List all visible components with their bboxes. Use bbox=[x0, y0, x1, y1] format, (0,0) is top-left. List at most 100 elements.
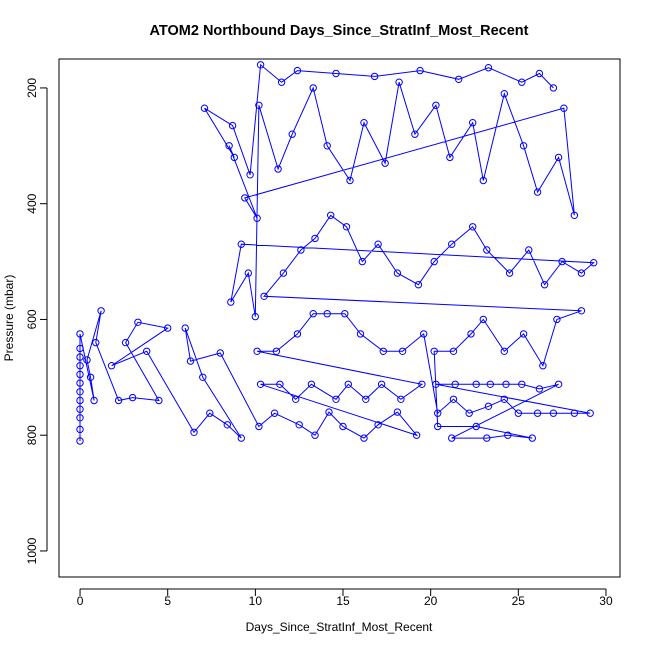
data-point bbox=[256, 61, 265, 69]
data-point bbox=[533, 188, 542, 196]
series-lines bbox=[79, 63, 595, 441]
data-point bbox=[237, 240, 246, 248]
data-point bbox=[76, 437, 84, 445]
data-point bbox=[528, 434, 536, 442]
data-point bbox=[227, 298, 235, 306]
data-point bbox=[83, 356, 91, 364]
data-point bbox=[276, 380, 284, 388]
y-tick-label: 200 bbox=[25, 78, 39, 98]
data-point bbox=[560, 104, 568, 112]
data-point bbox=[288, 130, 296, 138]
data-point bbox=[500, 347, 508, 355]
data-point bbox=[295, 421, 303, 429]
data-point bbox=[323, 142, 331, 150]
data-point bbox=[434, 409, 442, 417]
data-point bbox=[472, 422, 480, 431]
x-tick-label: 15 bbox=[336, 594, 350, 608]
data-point bbox=[420, 330, 428, 338]
data-point bbox=[484, 64, 493, 72]
data-point bbox=[411, 130, 419, 138]
data-point bbox=[467, 330, 475, 338]
data-point bbox=[414, 281, 423, 289]
data-point bbox=[455, 75, 463, 84]
series-line bbox=[79, 63, 595, 441]
data-point bbox=[393, 269, 402, 277]
data-point bbox=[128, 393, 137, 402]
data-point bbox=[518, 380, 526, 388]
data-point bbox=[76, 405, 84, 413]
data-point bbox=[76, 379, 84, 387]
data-point bbox=[216, 349, 225, 357]
data-point bbox=[228, 121, 237, 130]
data-point bbox=[514, 409, 522, 417]
data-point bbox=[309, 84, 317, 92]
data-point bbox=[76, 388, 84, 396]
data-point bbox=[186, 357, 195, 365]
x-tick-label: 20 bbox=[424, 594, 438, 608]
data-point bbox=[483, 246, 491, 254]
data-point bbox=[500, 90, 508, 98]
x-tick-label: 5 bbox=[164, 594, 171, 608]
data-point bbox=[525, 246, 533, 254]
data-point bbox=[97, 307, 105, 315]
data-point bbox=[418, 380, 426, 388]
data-point bbox=[398, 347, 407, 355]
data-point bbox=[293, 66, 302, 75]
data-point bbox=[92, 338, 100, 347]
data-point bbox=[86, 373, 95, 381]
data-point bbox=[430, 257, 438, 266]
data-point bbox=[449, 395, 458, 403]
plot-frame bbox=[58, 58, 621, 578]
data-point bbox=[255, 422, 263, 431]
data-point bbox=[397, 395, 405, 403]
data-point bbox=[237, 434, 246, 442]
data-point bbox=[381, 159, 389, 167]
data-point bbox=[558, 257, 566, 266]
data-point bbox=[360, 119, 368, 127]
data-point bbox=[76, 362, 84, 370]
data-point bbox=[434, 422, 442, 431]
data-point bbox=[344, 380, 352, 388]
data-point bbox=[251, 312, 260, 321]
x-axis-label: Days_Since_StratInf_Most_Recent bbox=[246, 620, 433, 634]
data-point bbox=[332, 395, 340, 403]
data-point bbox=[76, 330, 84, 338]
data-point bbox=[76, 370, 84, 379]
data-point bbox=[430, 347, 438, 355]
data-point bbox=[500, 395, 508, 403]
data-point bbox=[518, 78, 526, 86]
x-tick-label: 0 bbox=[77, 594, 84, 608]
data-point bbox=[479, 176, 487, 185]
data-point bbox=[472, 380, 480, 388]
data-point bbox=[451, 380, 459, 388]
data-point bbox=[448, 434, 456, 442]
data-point bbox=[570, 409, 579, 417]
data-point bbox=[432, 101, 440, 110]
data-point bbox=[200, 104, 209, 112]
data-point bbox=[342, 223, 351, 231]
data-point bbox=[230, 153, 239, 162]
data-point bbox=[374, 421, 382, 429]
data-point bbox=[449, 347, 458, 355]
data-point bbox=[446, 153, 454, 162]
data-point bbox=[519, 330, 528, 338]
data-point bbox=[570, 211, 579, 220]
data-point bbox=[377, 380, 386, 388]
data-point bbox=[311, 431, 319, 439]
data-point bbox=[199, 373, 207, 381]
data-point bbox=[327, 211, 335, 220]
data-point bbox=[484, 402, 493, 410]
data-point bbox=[223, 421, 232, 429]
data-point bbox=[253, 347, 261, 355]
data-point bbox=[190, 428, 198, 436]
data-point bbox=[121, 338, 130, 347]
x-tick-label: 10 bbox=[249, 594, 263, 608]
data-point bbox=[114, 396, 123, 405]
data-point bbox=[577, 307, 586, 315]
data-point bbox=[244, 269, 253, 277]
data-point bbox=[540, 281, 549, 289]
data-point bbox=[539, 362, 547, 370]
data-point bbox=[356, 330, 365, 338]
data-point bbox=[346, 176, 354, 185]
